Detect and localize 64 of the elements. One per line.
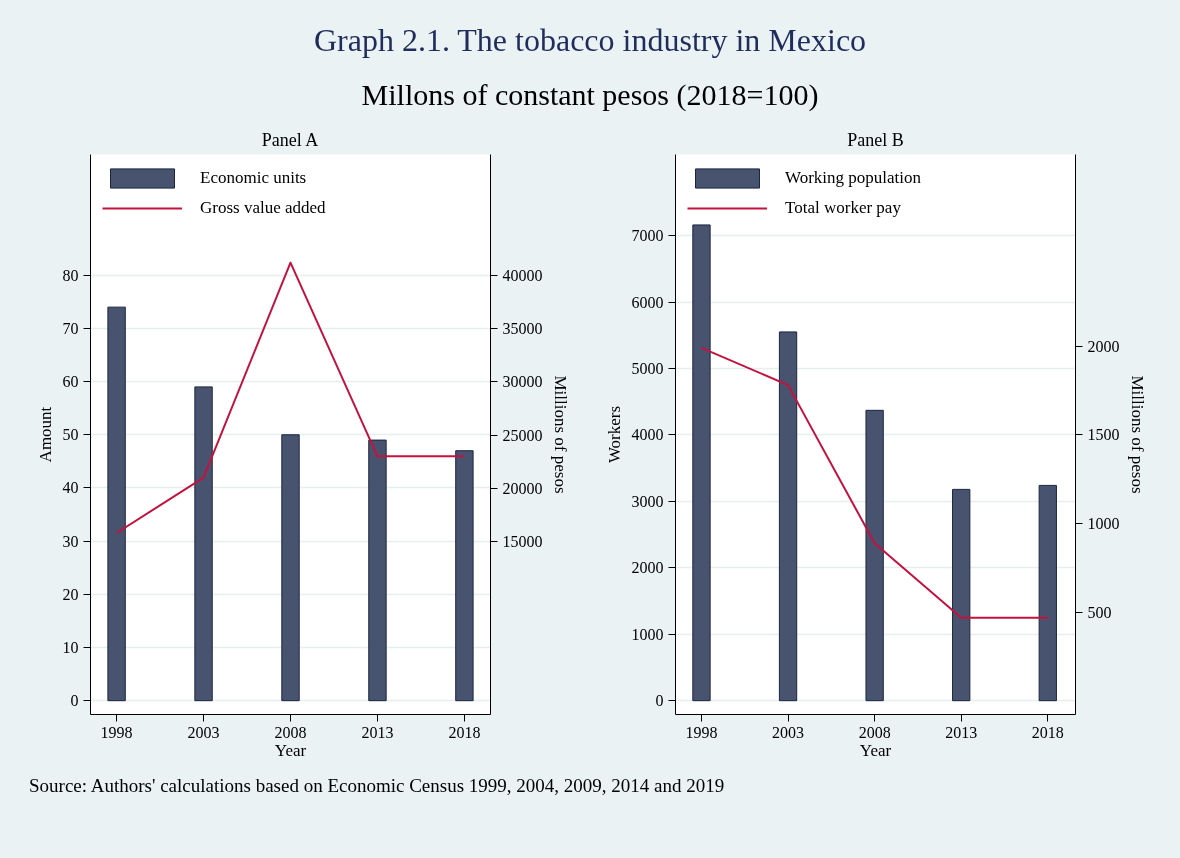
y-tick-label: 6000 bbox=[631, 293, 664, 311]
bar bbox=[692, 223, 711, 701]
y-tick-label: 4000 bbox=[631, 425, 664, 443]
y-tick-label: 40 bbox=[62, 478, 79, 496]
x-tick-label: 2008 bbox=[858, 723, 891, 741]
bar bbox=[952, 488, 971, 701]
y-tick-label: 10 bbox=[62, 638, 79, 656]
y-axis-title: Amount bbox=[35, 405, 55, 462]
y2-tick-label: 35000 bbox=[502, 319, 543, 337]
y2-axis-title: Millions of pesos bbox=[1127, 375, 1147, 494]
bar bbox=[455, 449, 474, 701]
y-tick-label: 60 bbox=[62, 372, 79, 390]
legend-label: Economic units bbox=[200, 167, 307, 188]
x-tick-label: 2008 bbox=[274, 723, 307, 741]
y2-tick-label: 15000 bbox=[502, 532, 543, 550]
y-tick-label: 1000 bbox=[631, 625, 664, 643]
x-tick-label: 2003 bbox=[772, 723, 805, 741]
y2-tick-label: 40000 bbox=[502, 266, 543, 284]
y2-tick-label: 30000 bbox=[502, 372, 543, 390]
line-series bbox=[115, 261, 466, 534]
x-tick-label: 1998 bbox=[100, 723, 133, 741]
bar bbox=[194, 385, 213, 701]
y2-tick-label: 25000 bbox=[502, 426, 543, 444]
x-tick-label: 2013 bbox=[945, 723, 978, 741]
y-tick-label: 5000 bbox=[631, 359, 664, 377]
x-tick-label: 1998 bbox=[685, 723, 718, 741]
x-tick-label: 2018 bbox=[1031, 723, 1064, 741]
x-axis-title: Year bbox=[274, 740, 307, 760]
y-tick-label: 30 bbox=[62, 532, 79, 550]
legend-label: Working population bbox=[785, 167, 922, 188]
y-axis-title: Workers bbox=[604, 405, 624, 463]
bar bbox=[107, 306, 126, 701]
chart-title: Panel B bbox=[847, 129, 904, 150]
y-tick-label: 50 bbox=[62, 425, 79, 443]
y2-axis-title: Millions of pesos bbox=[550, 375, 570, 494]
y2-tick-label: 2000 bbox=[1087, 337, 1120, 355]
y-tick-label: 7000 bbox=[631, 226, 664, 244]
x-tick-label: 2013 bbox=[361, 723, 394, 741]
y2-tick-label: 1500 bbox=[1087, 425, 1120, 443]
x-axis-title: Year bbox=[859, 740, 892, 760]
x-tick-label: 2003 bbox=[187, 723, 220, 741]
bar bbox=[368, 439, 387, 701]
bar bbox=[281, 433, 300, 701]
caption: Graph 2.1. The tobacco industry in Mexico bbox=[313, 21, 867, 60]
y-tick-label: 80 bbox=[62, 266, 79, 284]
text: Millons of constant pesos (2018=100) bbox=[361, 76, 819, 113]
x-tick-label: 2018 bbox=[448, 723, 481, 741]
bar bbox=[865, 409, 884, 701]
y-tick-label: 2000 bbox=[631, 558, 664, 576]
legend-label: Gross value added bbox=[200, 197, 326, 218]
source-note: Source: Authors' calculations based on Economic Census 1999, 2004, 2009, 2014 and 2019 bbox=[29, 773, 725, 798]
y-tick-label: 0 bbox=[70, 691, 79, 709]
bar bbox=[778, 330, 798, 701]
y-tick-label: 70 bbox=[62, 319, 79, 337]
y2-tick-label: 1000 bbox=[1087, 514, 1120, 532]
y-tick-label: 20 bbox=[62, 585, 79, 603]
bar bbox=[1038, 484, 1057, 701]
line-series bbox=[700, 346, 1049, 619]
y-tick-label: 0 bbox=[655, 691, 664, 709]
chart-title: Panel A bbox=[261, 129, 319, 150]
y-tick-label: 3000 bbox=[631, 492, 664, 510]
legend-label: Total worker pay bbox=[785, 197, 901, 218]
y2-tick-label: 20000 bbox=[502, 479, 543, 497]
y2-tick-label: 500 bbox=[1087, 603, 1112, 621]
